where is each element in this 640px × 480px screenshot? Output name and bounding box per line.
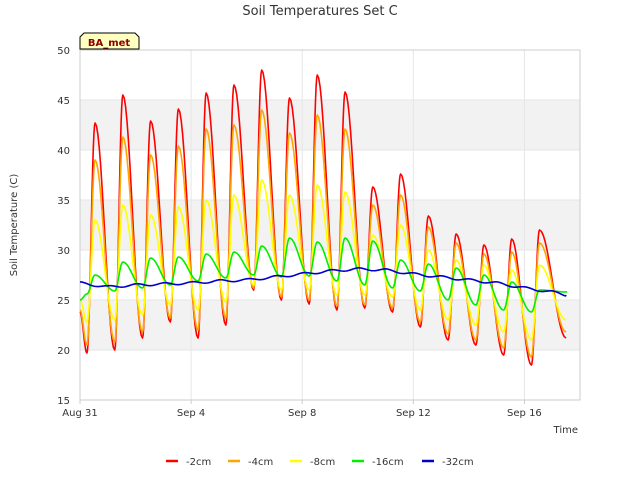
y-axis-ticks: 15 20 25 30 35 40 45 50 [57,46,70,407]
legend-label: -2cm [186,457,211,468]
site-badge: BA_met [79,32,140,50]
legend-label: -8cm [310,457,335,468]
series-line-minus-4cm [79,109,567,358]
y-tick-label: 30 [57,246,70,257]
series-line-minus-32cm [79,267,567,297]
x-tick-label: Sep 8 [288,408,316,419]
y-tick-label: 50 [57,46,70,57]
y-tick-label: 25 [57,296,70,307]
x-tick-label: Sep 12 [396,408,431,419]
series-line-minus-8cm [79,179,567,341]
legend-label: -4cm [248,457,273,468]
legend-label: -16cm [372,457,404,468]
y-tick-label: 40 [57,146,70,157]
plot-frame [79,49,581,401]
site-badge-shape [79,32,140,50]
legend-label: -32cm [442,457,474,468]
y-tick-label: 45 [57,96,70,107]
x-tick-label: Sep 16 [507,408,542,419]
legend: -2cm -4cm -8cm -16cm -32cm [166,457,474,468]
series-lines [79,69,568,366]
series-line-minus-16cm [79,237,568,313]
chart-title: Soil Temperatures Set C [242,4,397,19]
plot-background-bands [80,100,580,350]
y-axis-label: Soil Temperature (C) [9,174,20,277]
y-tick-label: 15 [57,396,70,407]
y-tick-label: 35 [57,196,70,207]
x-tick-label: Aug 31 [62,408,97,419]
y-tick-label: 20 [57,346,70,357]
x-tick-label: Sep 4 [177,408,205,419]
site-badge-label: BA_met [88,38,131,49]
x-axis-label: Time [553,425,578,436]
x-axis-ticks: Aug 31 Sep 4 Sep 8 Sep 12 Sep 16 [62,400,542,419]
background-band [80,100,580,150]
